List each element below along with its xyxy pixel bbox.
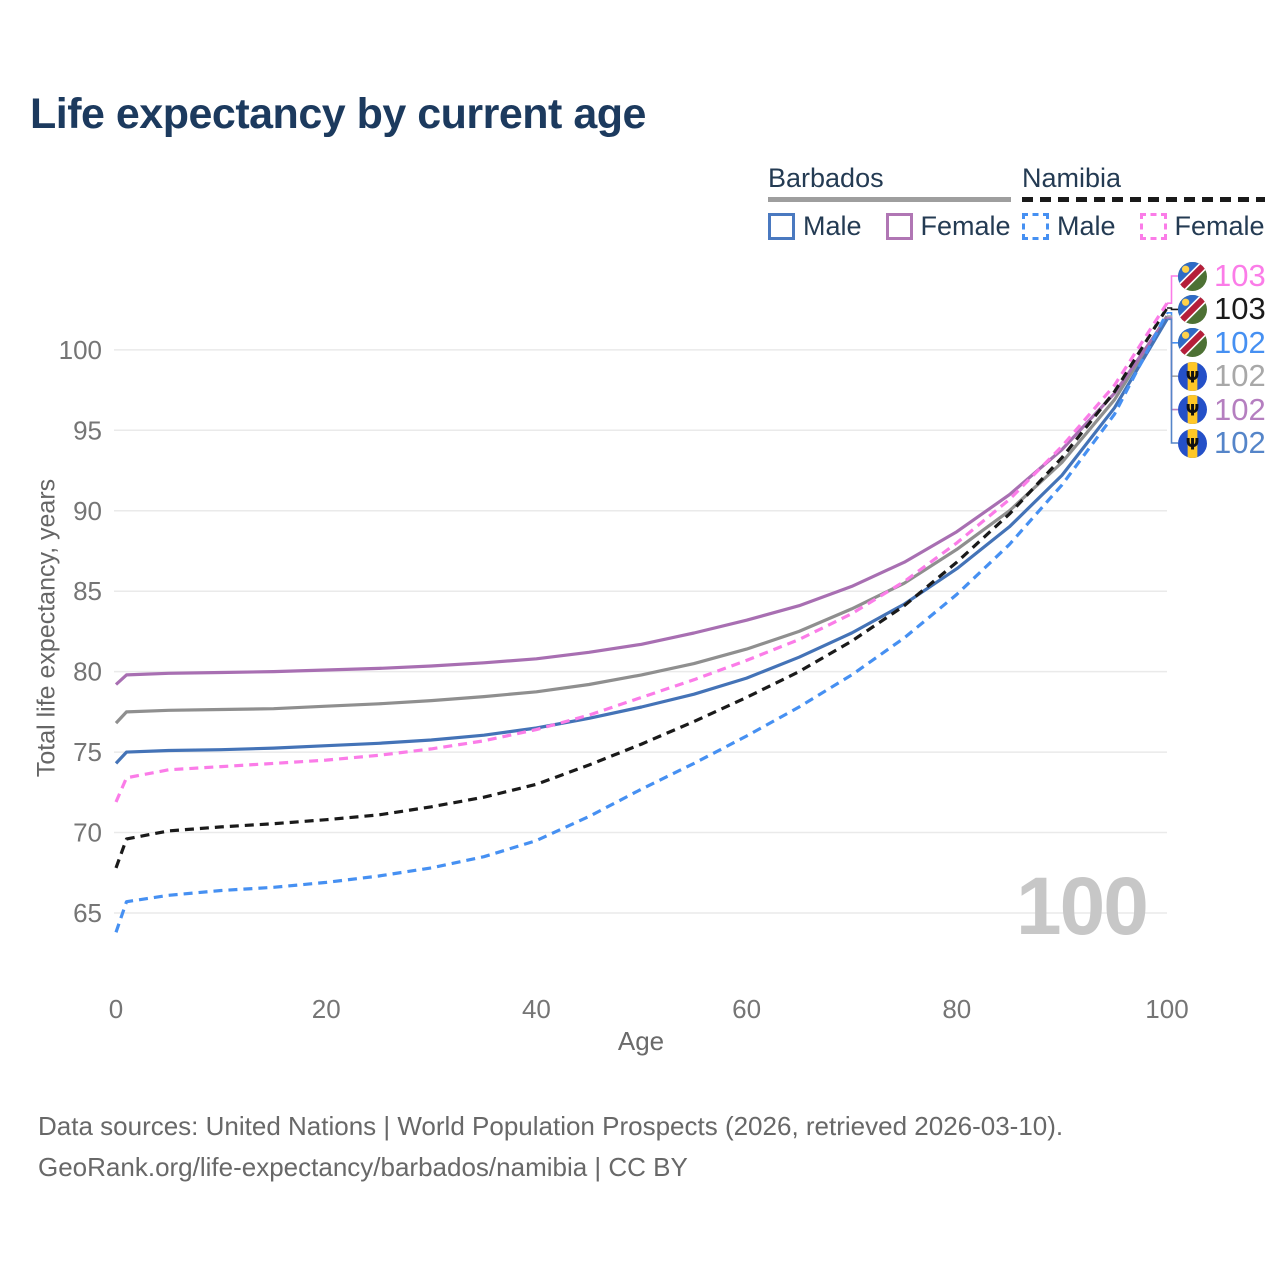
x-axis-title: Age — [617, 1026, 665, 1056]
legend-item-label: Female — [1174, 211, 1265, 241]
x-tick-0: 0 — [109, 994, 123, 1024]
legend-item-barbados-male[interactable]: Male — [768, 211, 862, 242]
end-label-namibia-male: 102 — [1178, 324, 1266, 360]
end-label-connector-barbados-female — [1167, 316, 1178, 411]
svg-text:Ψ: Ψ — [1186, 400, 1200, 419]
svg-text:Ψ: Ψ — [1186, 367, 1200, 386]
y-tick-85: 85 — [73, 576, 102, 606]
chart-footer: Data sources: United Nations | World Pop… — [38, 1106, 1063, 1188]
namibia-flag-icon — [1178, 294, 1207, 324]
x-tick-80: 80 — [942, 994, 971, 1024]
legend-item-label: Male — [1057, 211, 1116, 241]
series-line-barbados-both-sexes — [114, 315, 1169, 725]
legend-item-namibia-male[interactable]: Male — [1022, 211, 1116, 242]
legend-swatch-namibia-male — [1022, 213, 1049, 240]
namibia-flag-icon — [1178, 261, 1207, 291]
end-label-value: 102 — [1214, 358, 1266, 394]
barbados-flag-icon: Ψ — [1178, 395, 1207, 425]
end-label-barbados-both-sexes: Ψ 102 — [1178, 359, 1266, 393]
y-tick-90: 90 — [73, 496, 102, 526]
barbados-flag-icon: Ψ — [1178, 428, 1207, 458]
y-tick-65: 65 — [73, 898, 102, 928]
legend-group-namibia: Namibia Male Female — [1022, 163, 1265, 242]
end-label-namibia-both-sexes: 103 — [1178, 292, 1266, 326]
y-tick-70: 70 — [73, 818, 102, 848]
legend-underline-barbados — [768, 197, 1011, 202]
legend-item-label: Female — [920, 211, 1011, 241]
end-label-value: 102 — [1214, 391, 1266, 427]
legend-group-title-barbados: Barbados — [768, 163, 884, 193]
series-line-namibia-male — [114, 312, 1169, 933]
y-tick-95: 95 — [73, 415, 102, 445]
end-label-connector-barbados-both-sexes — [1167, 315, 1178, 377]
legend-group-barbados: Barbados Male Female — [768, 163, 1011, 242]
x-tick-20: 20 — [312, 994, 341, 1024]
legend-swatch-barbados-male — [768, 213, 795, 240]
legend-group-title-namibia: Namibia — [1022, 163, 1122, 193]
namibia-flag-icon — [1178, 328, 1207, 358]
y-tick-100: 100 — [59, 335, 102, 365]
legend-swatch-barbados-female — [885, 213, 913, 240]
series-line-barbados-female — [114, 316, 1169, 686]
legend-swatch-namibia-female — [1139, 213, 1167, 240]
footer-data-sources: Data sources: United Nations | World Pop… — [38, 1111, 1064, 1141]
series-line-barbados-male — [114, 318, 1169, 765]
end-label-value: 102 — [1214, 324, 1266, 360]
age-watermark: 100 — [1016, 861, 1149, 952]
end-label-value: 103 — [1214, 258, 1266, 293]
end-label-connector-namibia-both-sexes — [1167, 307, 1178, 311]
y-tick-75: 75 — [73, 737, 102, 767]
y-tick-80: 80 — [73, 657, 102, 687]
end-label-namibia-female: 103 — [1178, 259, 1266, 293]
legend-item-label: Male — [803, 211, 862, 241]
x-tick-100: 100 — [1145, 994, 1188, 1024]
page-title: Life expectancy by current age — [30, 90, 646, 138]
end-label-connector-barbados-male — [1167, 318, 1178, 444]
end-label-connector-namibia-female — [1167, 275, 1178, 304]
end-label-barbados-male: Ψ 102 — [1178, 426, 1266, 460]
barbados-flag-icon: Ψ — [1178, 361, 1207, 391]
legend-item-barbados-female[interactable]: Female — [885, 211, 1011, 242]
y-axis-title: Total life expectancy, years — [32, 478, 61, 778]
end-label-value: 102 — [1214, 425, 1266, 460]
x-tick-60: 60 — [732, 994, 761, 1024]
series-line-namibia-both-sexes — [114, 307, 1169, 869]
x-tick-40: 40 — [522, 994, 551, 1024]
footer-attribution: GeoRank.org/life-expectancy/barbados/nam… — [38, 1152, 688, 1182]
legend-underline-namibia — [1022, 197, 1265, 202]
end-label-value: 103 — [1214, 291, 1266, 327]
end-label-barbados-female: Ψ 102 — [1178, 391, 1266, 427]
series-line-namibia-female — [114, 302, 1169, 803]
legend-item-namibia-female[interactable]: Female — [1139, 211, 1265, 242]
svg-text:Ψ: Ψ — [1186, 434, 1200, 453]
